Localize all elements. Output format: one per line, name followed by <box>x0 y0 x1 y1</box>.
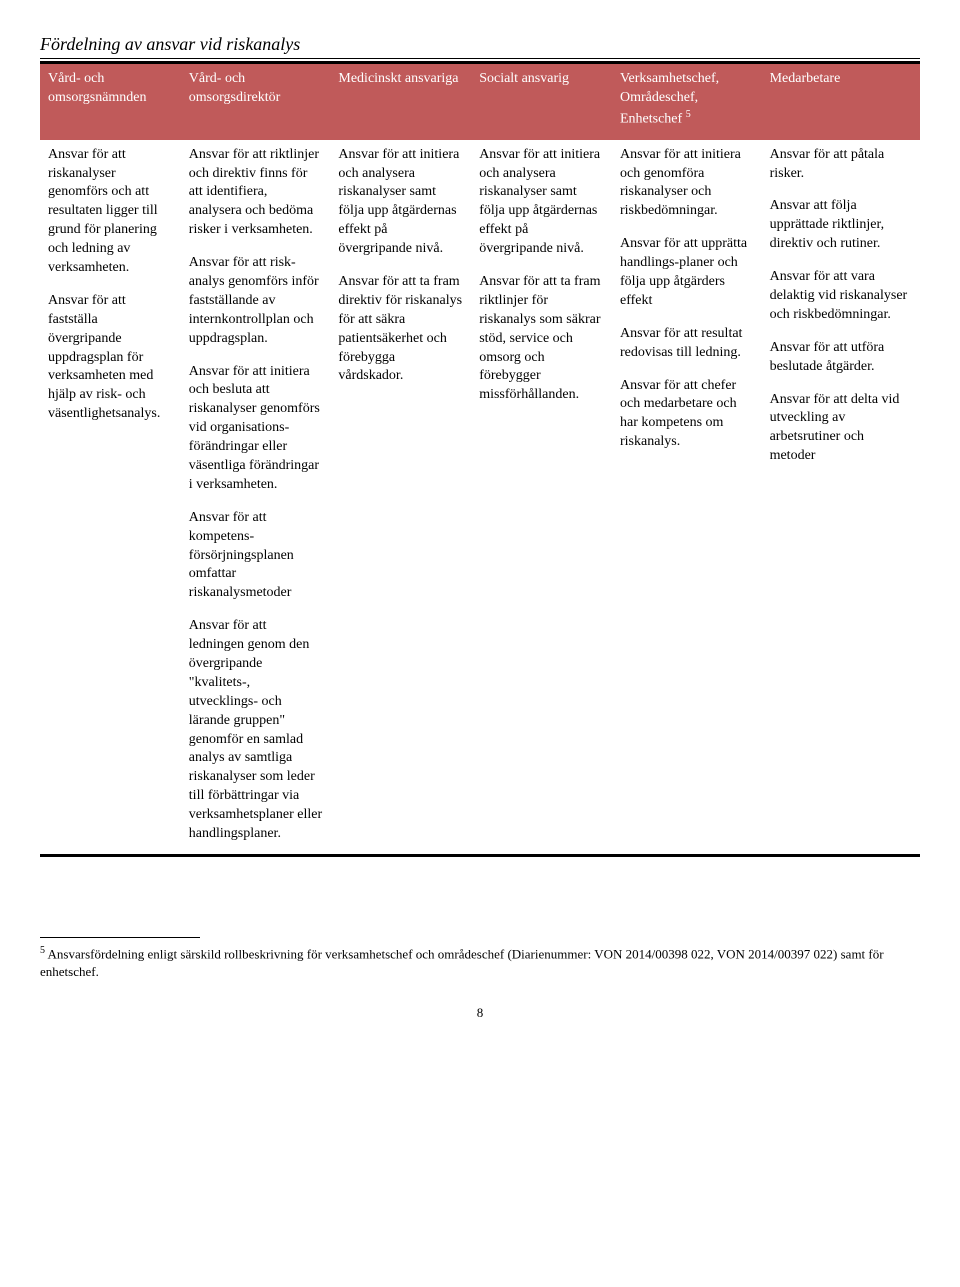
cell-col3: Ansvar för att initiera och analysera ri… <box>330 140 471 856</box>
responsibility-table: Vård- och omsorgsnämnden Vård- och omsor… <box>40 61 920 857</box>
header-col1: Vård- och omsorgsnämnden <box>40 63 181 140</box>
cell-col6-p1: Ansvar för att påtala risker. <box>770 146 912 184</box>
cell-col5-p2: Ansvar för att upprätta handlings-planer… <box>620 235 754 311</box>
page-title: Fördelning av ansvar vid riskanalys <box>40 32 920 59</box>
header-col3: Medicinskt ansvariga <box>330 63 471 140</box>
cell-col1-p2: Ansvar för att fastställa övergripande u… <box>48 292 173 424</box>
table-body-row: Ansvar för att riskanalyser genomförs oc… <box>40 140 920 856</box>
header-col5: Verksamhetschef, Områdeschef, Enhetschef… <box>612 63 762 140</box>
header-col5-line2: Områdeschef, <box>620 90 698 105</box>
cell-col2-p4: Ansvar för att kompetens-försörjningspla… <box>189 509 323 603</box>
cell-col3-p1: Ansvar för att initiera och analysera ri… <box>338 146 463 259</box>
cell-col4-p2: Ansvar för att ta fram riktlinjer för ri… <box>479 273 604 405</box>
header-col5-line1: Verksamhetschef, <box>620 71 719 86</box>
cell-col4-p1: Ansvar för att initiera och analysera ri… <box>479 146 604 259</box>
cell-col2-p1: Ansvar för att riktlinjer och direktiv f… <box>189 146 323 240</box>
page-number: 8 <box>40 1004 920 1022</box>
cell-col1: Ansvar för att riskanalyser genomförs oc… <box>40 140 181 856</box>
cell-col6: Ansvar för att påtala risker. Ansvar att… <box>762 140 920 856</box>
footnote-text: Ansvarsfördelning enligt särskild rollbe… <box>40 946 884 979</box>
header-col5-line3: Enhetschef <box>620 112 686 127</box>
cell-col1-p1: Ansvar för att riskanalyser genomförs oc… <box>48 146 173 278</box>
header-col2: Vård- och omsorgsdirektör <box>181 63 331 140</box>
cell-col6-p4: Ansvar för att utföra beslutade åtgärder… <box>770 339 912 377</box>
cell-col5: Ansvar för att initiera och genomföra ri… <box>612 140 762 856</box>
table-header-row: Vård- och omsorgsnämnden Vård- och omsor… <box>40 63 920 140</box>
footnote-separator <box>40 937 200 938</box>
cell-col2-p2: Ansvar för att risk-analys genomförs inf… <box>189 254 323 348</box>
cell-col4: Ansvar för att initiera och analysera ri… <box>471 140 612 856</box>
cell-col6-p2: Ansvar att följa upprättade riktlinjer, … <box>770 197 912 254</box>
header-col6: Medarbetare <box>762 63 920 140</box>
cell-col6-p5: Ansvar för att delta vid utveckling av a… <box>770 391 912 467</box>
footnote: 5 Ansvarsfördelning enligt särskild roll… <box>40 944 920 980</box>
header-col4: Socialt ansvarig <box>471 63 612 140</box>
cell-col2-p5: Ansvar för att ledningen genom den överg… <box>189 617 323 844</box>
cell-col2-p3: Ansvar för att initiera och besluta att … <box>189 363 323 495</box>
cell-col5-p3: Ansvar för att resultat redovisas till l… <box>620 325 754 363</box>
header-col5-sup: 5 <box>686 109 691 120</box>
cell-col2: Ansvar för att riktlinjer och direktiv f… <box>181 140 331 856</box>
cell-col6-p3: Ansvar för att vara delaktig vid riskana… <box>770 268 912 325</box>
cell-col3-p2: Ansvar för att ta fram direktiv för risk… <box>338 273 463 386</box>
cell-col5-p4: Ansvar för att chefer och medarbetare oc… <box>620 377 754 453</box>
cell-col5-p1: Ansvar för att initiera och genomföra ri… <box>620 146 754 222</box>
